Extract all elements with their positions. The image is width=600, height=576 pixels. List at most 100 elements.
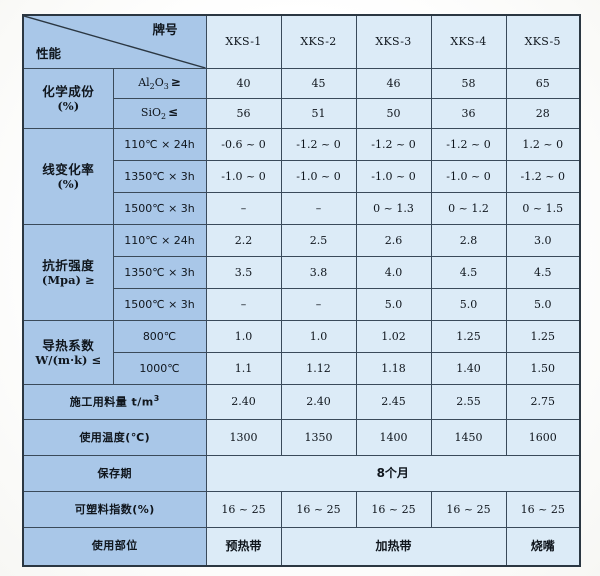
cell-value: 56 bbox=[205, 98, 282, 129]
cell-value: 2.5 bbox=[280, 224, 357, 257]
cell-value: 1.0 bbox=[280, 320, 357, 353]
cell-value: -1.0 ~ 0 bbox=[430, 160, 507, 193]
cell-value: -1.2 ~ 0 bbox=[505, 160, 581, 193]
cell-value: 16 ~ 25 bbox=[505, 491, 581, 528]
row-label-service-temperature: 使用温度(℃) bbox=[22, 419, 207, 456]
table-body: 性能 牌号 XKS-1 XKS-2 XKS-3 XKS-4 XKS-5 化学成份… bbox=[22, 14, 581, 566]
cell-value: 2.75 bbox=[505, 384, 581, 420]
cell-value: – bbox=[205, 192, 282, 225]
table-row: 1350℃ × 3h -1.0 ~ 0 -1.0 ~ 0 -1.0 ~ 0 -1… bbox=[23, 160, 581, 193]
cell-value: -1.2 ~ 0 bbox=[355, 128, 432, 161]
operator-ge: ≥ bbox=[170, 74, 181, 89]
cell-value-zone: 烧嘴 bbox=[505, 527, 581, 566]
cell-value: 1.40 bbox=[430, 352, 507, 385]
cell-value: 5.0 bbox=[355, 288, 432, 321]
cell-value: 3.8 bbox=[280, 256, 357, 289]
group-label-linear-change: 线变化率 (%) bbox=[22, 128, 114, 225]
cell-value: 1.25 bbox=[430, 320, 507, 353]
cell-value: -1.2 ~ 0 bbox=[430, 128, 507, 161]
group-unit: (%) bbox=[57, 177, 80, 192]
table-row: 使用温度(℃) 1300 1350 1400 1450 1600 bbox=[22, 419, 581, 456]
row-label-material-consumption: 施工用料量 t/m3 bbox=[22, 384, 207, 420]
table-row: SiO2 ≤ 56 51 50 36 28 bbox=[23, 98, 581, 129]
corner-diagonal-cell: 性能 牌号 bbox=[22, 14, 207, 69]
cell-value: 4.5 bbox=[430, 256, 507, 289]
sub-label-condition: 1350℃ × 3h bbox=[112, 160, 207, 193]
cell-value: – bbox=[280, 192, 357, 225]
cell-value: 50 bbox=[355, 98, 432, 129]
table-row: 线变化率 (%) 110℃ × 24h -0.6 ~ 0 -1.2 ~ 0 -1… bbox=[22, 128, 581, 225]
cell-value: 4.0 bbox=[355, 256, 432, 289]
cell-value: 0 ~ 1.3 bbox=[355, 192, 432, 225]
cell-value: – bbox=[205, 288, 282, 321]
sub-label-condition: 110℃ × 24h bbox=[112, 128, 207, 161]
group-label-chemical: 化学成份 (%) bbox=[22, 68, 114, 129]
table-row: 使用部位 预热带 加热带 烧嘴 bbox=[22, 527, 581, 566]
cell-value: -0.6 ~ 0 bbox=[205, 128, 282, 161]
cell-value: 28 bbox=[505, 98, 581, 129]
sub-label-condition: 1350℃ × 3h bbox=[112, 256, 207, 289]
sub-label-condition: 110℃ × 24h bbox=[112, 224, 207, 257]
cell-value: 1.50 bbox=[505, 352, 581, 385]
cell-value: 1.25 bbox=[505, 320, 581, 353]
cell-value: 16 ~ 25 bbox=[355, 491, 432, 528]
cell-value: 2.45 bbox=[355, 384, 432, 420]
table-row: 施工用料量 t/m3 2.40 2.40 2.45 2.55 2.75 bbox=[22, 384, 581, 420]
row-label-plasticity-index: 可塑料指数(%) bbox=[22, 491, 207, 528]
cell-value: 16 ~ 25 bbox=[205, 491, 282, 528]
cell-value: 2.8 bbox=[430, 224, 507, 257]
cell-value: 2.6 bbox=[355, 224, 432, 257]
spec-table-container: 性能 牌号 XKS-1 XKS-2 XKS-3 XKS-4 XKS-5 化学成份… bbox=[22, 14, 581, 567]
diagonal-line-icon bbox=[24, 16, 206, 68]
cell-value: 65 bbox=[505, 68, 581, 99]
group-name: 线变化率 bbox=[42, 161, 95, 177]
sub-label-sio2: SiO2 ≤ bbox=[112, 98, 207, 129]
cell-value: 3.0 bbox=[505, 224, 581, 257]
cell-value: – bbox=[280, 288, 357, 321]
cell-value: 1450 bbox=[430, 419, 507, 456]
cell-value: 1.1 bbox=[205, 352, 282, 385]
cell-value: 16 ~ 25 bbox=[280, 491, 357, 528]
cell-value: 2.2 bbox=[205, 224, 282, 257]
table-row: 1500℃ × 3h – – 5.0 5.0 5.0 bbox=[23, 288, 581, 321]
group-unit: W/(m·k) ≤ bbox=[35, 353, 102, 368]
table-row: 1000℃ 1.1 1.12 1.18 1.40 1.50 bbox=[23, 352, 581, 385]
cell-value: 1400 bbox=[355, 419, 432, 456]
group-name: 抗折强度 bbox=[42, 257, 95, 273]
cell-value: -1.0 ~ 0 bbox=[280, 160, 357, 193]
group-label-thermal-conductivity: 导热系数 W/(m·k) ≤ bbox=[22, 320, 114, 385]
cell-value: 1300 bbox=[205, 419, 282, 456]
cell-value: 1.12 bbox=[280, 352, 357, 385]
grade-header-2: XKS-2 bbox=[280, 14, 357, 69]
grade-header-5: XKS-5 bbox=[505, 14, 581, 69]
table-row: 抗折强度 (Mpa) ≥ 110℃ × 24h 2.2 2.5 2.6 2.8 … bbox=[22, 224, 581, 321]
sub-label-condition: 800℃ bbox=[112, 320, 207, 353]
table-row: 保存期 8个月 bbox=[22, 455, 581, 492]
grade-header-4: XKS-4 bbox=[430, 14, 507, 69]
table-row: 导热系数 W/(m·k) ≤ 800℃ 1.0 1.0 1.02 1.25 1.… bbox=[22, 320, 581, 385]
cell-value: 1350 bbox=[280, 419, 357, 456]
cell-value-zone: 预热带 bbox=[205, 527, 282, 566]
cell-value: 4.5 bbox=[505, 256, 581, 289]
cell-value: 58 bbox=[430, 68, 507, 99]
operator-le: ≤ bbox=[168, 104, 179, 119]
table-row: 1350℃ × 3h 3.5 3.8 4.0 4.5 4.5 bbox=[23, 256, 581, 289]
grade-header-1: XKS-1 bbox=[205, 14, 282, 69]
cell-value: 2.55 bbox=[430, 384, 507, 420]
cell-value: 2.40 bbox=[205, 384, 282, 420]
cell-value: 16 ~ 25 bbox=[430, 491, 507, 528]
cell-value-zone: 加热带 bbox=[280, 527, 507, 566]
cell-value: 5.0 bbox=[430, 288, 507, 321]
group-name: 导热系数 bbox=[42, 337, 95, 353]
cell-value: 45 bbox=[280, 68, 357, 99]
cell-value: 3.5 bbox=[205, 256, 282, 289]
sub-label-al2o3: Al2O3 ≥ bbox=[112, 68, 207, 99]
group-label-flexural-strength: 抗折强度 (Mpa) ≥ bbox=[22, 224, 114, 321]
row-label-shelf-life: 保存期 bbox=[22, 455, 207, 492]
cell-value: 1.18 bbox=[355, 352, 432, 385]
cell-value: 36 bbox=[430, 98, 507, 129]
cell-value: 1.2 ~ 0 bbox=[505, 128, 581, 161]
group-name: 化学成份 bbox=[42, 83, 95, 99]
cell-value: 2.40 bbox=[280, 384, 357, 420]
grade-header-3: XKS-3 bbox=[355, 14, 432, 69]
